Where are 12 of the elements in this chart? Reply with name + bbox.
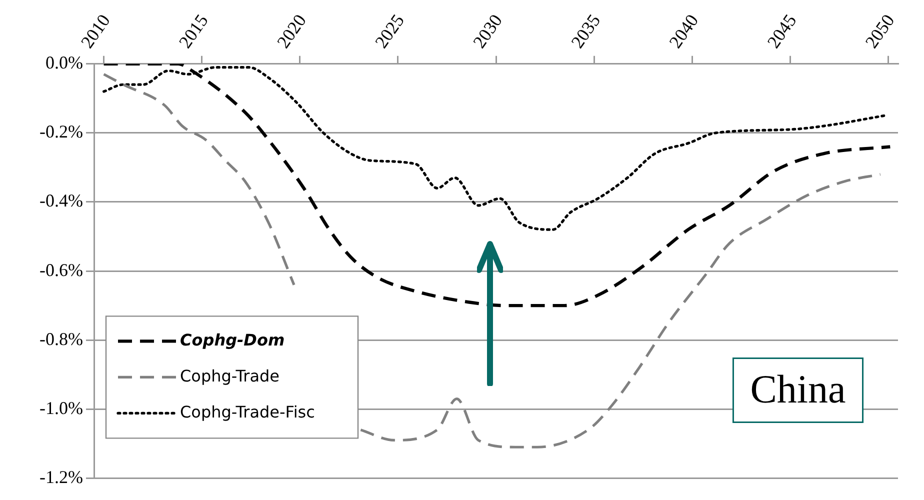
y-tick-label: -0.6% <box>40 260 83 280</box>
y-tick-label: 0.0% <box>46 52 83 73</box>
y-tick-label: -0.4% <box>40 190 83 211</box>
y-tick-label: -1.0% <box>40 398 83 418</box>
annotation: China <box>750 366 846 412</box>
y-tick-label: -0.2% <box>40 122 83 142</box>
legend-label: Cophg-Trade <box>180 366 280 386</box>
y-tick-label: -1.2% <box>40 466 83 487</box>
y-tick-label: -0.8% <box>40 328 83 349</box>
legend-label: Cophg-Trade-Fisc <box>180 402 315 422</box>
line-series <box>102 64 892 308</box>
legend-label: Cophg-Dom <box>180 330 285 350</box>
